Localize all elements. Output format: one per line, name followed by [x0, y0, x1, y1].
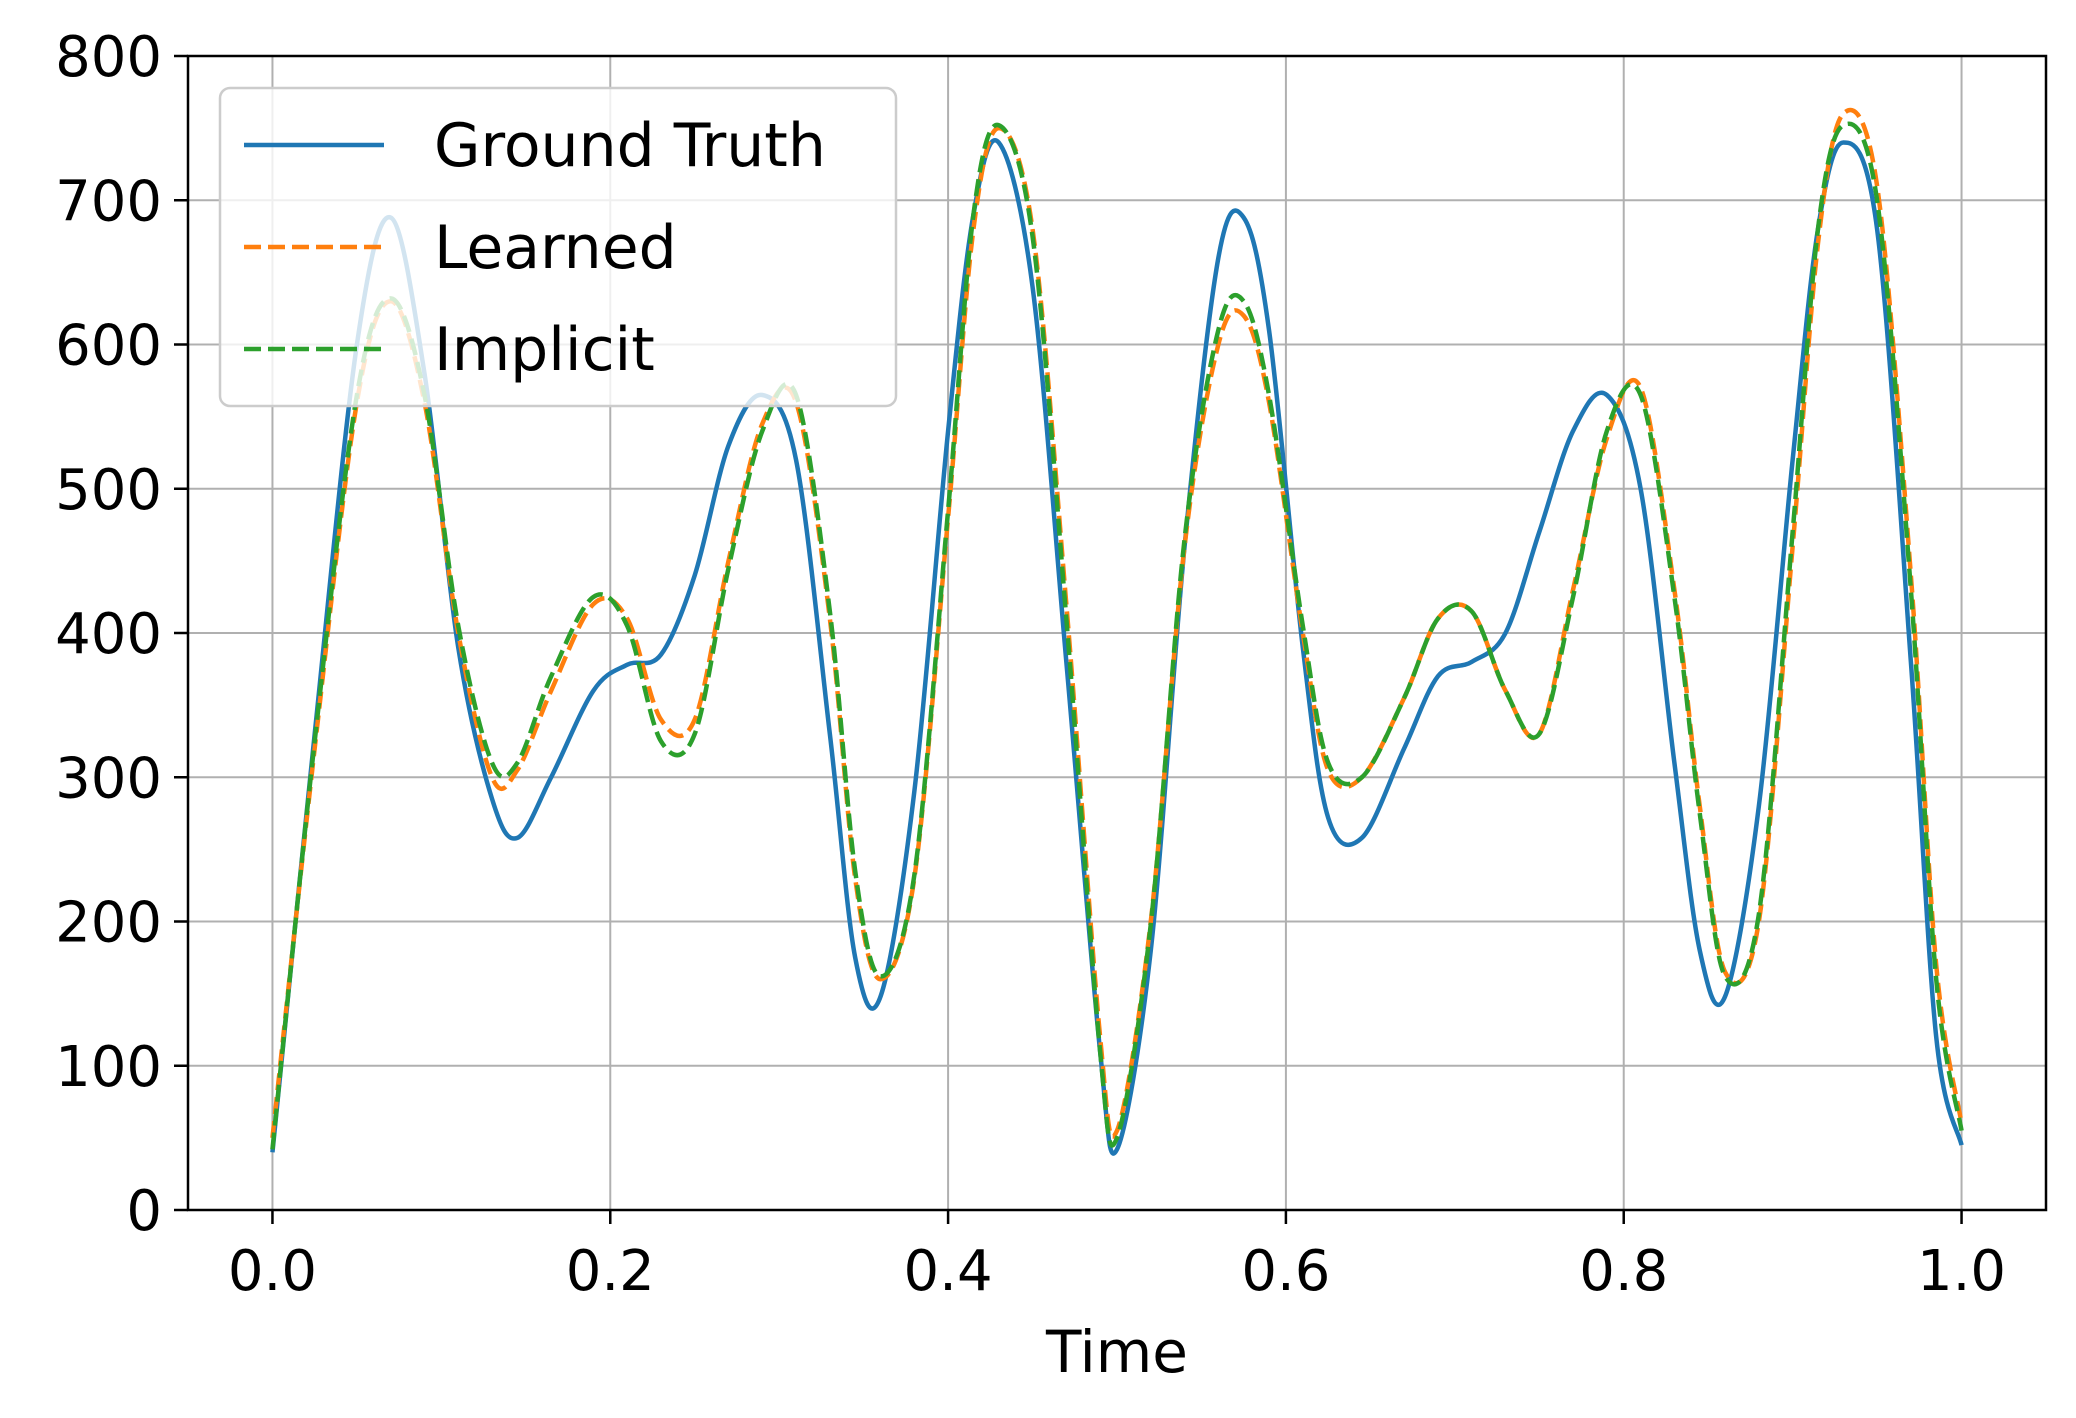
legend: Ground Truth Learned Implicit [218, 86, 898, 408]
x-tick-label: 0.8 [1579, 1239, 1668, 1304]
x-tick-label: 0.6 [1241, 1239, 1330, 1304]
y-tick-label: 300 [55, 746, 162, 811]
x-tick-label: 0.0 [228, 1239, 317, 1304]
y-tick-label: 0 [126, 1179, 162, 1244]
legend-box [218, 86, 898, 408]
legend-label-learned: Learned [434, 213, 677, 283]
y-tick-label: 800 [55, 25, 162, 90]
y-tick-label: 200 [55, 891, 162, 956]
y-tick-label: 700 [55, 169, 162, 234]
legend-label-implicit: Implicit [434, 315, 655, 385]
x-tick-label: 0.4 [904, 1239, 993, 1304]
series-line-implicit [270, 121, 1964, 1150]
y-tick-label: 400 [55, 602, 162, 667]
y-tick-label: 600 [55, 314, 162, 379]
series-layer [270, 107, 1964, 1156]
x-axis-label: Time [1045, 1318, 1188, 1386]
x-tick-label: 1.0 [1917, 1239, 2006, 1304]
y-tick-label: 100 [55, 1035, 162, 1100]
axis-ticks: 0.0 0.2 0.4 0.6 0.8 1.0 0 100 200 300 400 500 600 700… [55, 25, 2006, 1304]
legend-label-ground-truth: Ground Truth [434, 111, 826, 181]
y-tick-label: 500 [55, 458, 162, 523]
x-tick-label: 0.2 [566, 1239, 655, 1304]
